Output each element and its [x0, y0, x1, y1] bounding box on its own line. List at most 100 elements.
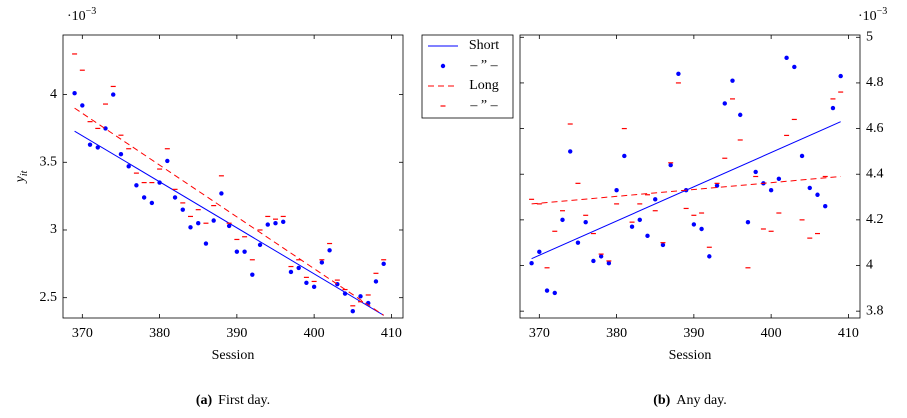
- data-point: [552, 290, 557, 296]
- data-point: [87, 142, 93, 147]
- data-point: [645, 233, 650, 239]
- scale-exponent: −3: [877, 6, 888, 17]
- data-point: [598, 254, 604, 259]
- data-point: [219, 191, 224, 196]
- y-tick-label: 4.8: [866, 75, 884, 90]
- data-point: [714, 183, 720, 188]
- data-point: [311, 284, 317, 290]
- data-point: [699, 226, 704, 232]
- data-point: [830, 105, 836, 111]
- y-tick-label: 2.5: [40, 290, 58, 305]
- data-point: [95, 145, 100, 150]
- caption-tag: (a): [196, 393, 213, 408]
- data-point: [807, 185, 812, 191]
- data-point: [296, 265, 301, 271]
- data-point: [165, 158, 170, 164]
- x-tick-label: 390: [226, 326, 247, 341]
- data-point: [653, 197, 658, 202]
- data-point: [745, 219, 751, 225]
- data-point: [676, 71, 681, 76]
- caption-tag: (b): [653, 393, 670, 408]
- data-point: [838, 73, 843, 79]
- legend-label: – ” –: [469, 98, 498, 113]
- y-tick-label: 4.2: [866, 212, 884, 227]
- y-tick-label: 4: [50, 87, 57, 102]
- x-tick-label: 400: [304, 326, 325, 341]
- data-point: [242, 249, 247, 254]
- data-point: [72, 91, 77, 96]
- data-point: [172, 195, 178, 200]
- legend-swatch: [440, 63, 446, 69]
- legend-label: Long: [469, 78, 499, 93]
- data-point: [792, 64, 797, 70]
- x-axis-label: Session: [212, 348, 255, 363]
- data-point: [180, 207, 185, 212]
- data-point: [281, 219, 286, 225]
- x-tick-label: 400: [761, 326, 782, 341]
- data-point: [196, 221, 201, 226]
- data-point: [738, 112, 743, 118]
- data-point: [529, 261, 534, 266]
- y-tick-label: 4.6: [866, 121, 884, 136]
- data-point: [103, 126, 108, 131]
- data-point: [823, 203, 828, 209]
- data-point: [668, 162, 673, 168]
- data-point: [629, 224, 635, 229]
- scale-base: ·10: [67, 9, 86, 24]
- data-point: [288, 269, 294, 275]
- x-tick-label: 370: [72, 326, 93, 341]
- data-point: [784, 55, 789, 61]
- series-line: [74, 107, 384, 316]
- data-point: [799, 153, 805, 159]
- data-point: [342, 291, 348, 296]
- scale-exponent: −3: [86, 6, 97, 17]
- data-point: [544, 288, 550, 293]
- data-point: [157, 180, 162, 185]
- data-point: [583, 219, 588, 225]
- plot-frame: [519, 34, 861, 319]
- data-point: [381, 261, 386, 267]
- caption-text: First day.: [218, 393, 270, 408]
- y-tick-label: 4: [866, 258, 873, 273]
- caption-text: Any day.: [676, 393, 726, 408]
- data-point: [568, 149, 573, 154]
- y-tick-label: 3: [50, 222, 57, 237]
- plot-frame: [62, 34, 404, 319]
- x-tick-label: 410: [838, 326, 859, 341]
- data-point: [304, 280, 309, 285]
- data-point: [319, 260, 325, 265]
- legend-label: – ” –: [469, 58, 498, 73]
- x-tick-label: 380: [149, 326, 170, 341]
- data-point: [373, 279, 379, 284]
- data-point: [80, 103, 85, 108]
- data-point: [606, 261, 612, 266]
- data-point: [149, 200, 155, 206]
- data-point: [691, 222, 697, 227]
- data-point: [250, 272, 255, 277]
- data-point: [776, 176, 782, 181]
- x-tick-label: 380: [606, 326, 627, 341]
- y-tick-label: 3.5: [40, 155, 58, 170]
- data-point: [730, 78, 735, 83]
- legend-box: [421, 34, 514, 119]
- data-point: [350, 309, 355, 314]
- data-point: [575, 240, 581, 245]
- y-tick-label: 4.4: [866, 166, 884, 181]
- y-tick-label: 5: [866, 30, 873, 45]
- axis-scale-label: ·10−3: [858, 6, 887, 24]
- caption: (b) Any day.: [653, 393, 727, 408]
- data-point: [234, 249, 240, 254]
- data-point: [265, 222, 270, 227]
- data-point: [273, 221, 278, 226]
- data-point: [537, 249, 542, 255]
- scale-base: ·10: [858, 9, 877, 24]
- y-label-main: y: [13, 175, 28, 184]
- data-point: [141, 195, 147, 200]
- data-point: [660, 242, 666, 248]
- legend-label: Short: [469, 38, 499, 53]
- data-point: [560, 217, 565, 223]
- x-tick-label: 410: [381, 326, 402, 341]
- data-point: [126, 164, 131, 169]
- y-tick-label: 3.8: [866, 303, 884, 318]
